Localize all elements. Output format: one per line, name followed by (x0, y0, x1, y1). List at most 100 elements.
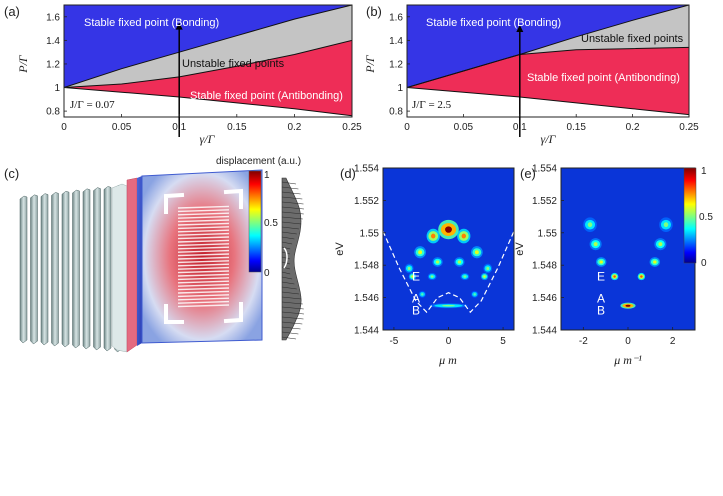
membrane-edge (137, 176, 142, 346)
spectrum-background-d (383, 168, 514, 330)
pc-line-12 (177, 246, 230, 250)
spot-core-d-9 (411, 275, 414, 278)
pc-line-16 (177, 260, 230, 264)
state-labels-e: EAB (597, 270, 605, 318)
profile-fin-4 (281, 201, 304, 205)
membrane-plate (141, 169, 263, 344)
profile-fin-6 (281, 211, 304, 215)
x-tick-label-e-0: -2 (579, 336, 588, 347)
spot-core-e-0 (587, 222, 593, 228)
boundary-middle-a (64, 39, 352, 88)
profile-fin-22 (281, 291, 300, 295)
panel-label-a: (a) (4, 4, 20, 19)
y-tick-label-d-4: 1.552 (354, 196, 379, 207)
state-label-d-b: B (412, 304, 420, 318)
profile-fin-23 (281, 296, 302, 300)
profile-fin-7 (281, 216, 303, 220)
x-tick-label-d-2: 5 (500, 336, 506, 347)
y-tick-label-e-1: 1.546 (532, 293, 557, 304)
mirror-slab-4 (61, 190, 70, 348)
pc-line-13 (177, 249, 230, 253)
xlabel-a: γ/Γ (200, 132, 216, 146)
spot-core-e-6 (613, 275, 616, 278)
label-antibonding-b: Stable fixed point (Antibonding) (527, 72, 680, 84)
y-tick-label-a-2: 1.2 (46, 59, 60, 70)
substrate-layer (126, 177, 138, 353)
xlabel-d: μ m (438, 353, 457, 367)
mirror-slab-7 (93, 187, 101, 351)
pc-line-19 (177, 270, 230, 274)
y-tick-label-e-5: 1.554 (532, 164, 557, 175)
mirror-slab-3 (51, 192, 59, 347)
dispersion-guide-d (383, 230, 514, 314)
colorbar-title-c: displacement (a.u.) (216, 156, 301, 167)
photonic-crystal-lines (177, 205, 230, 308)
profile-fin-24 (281, 301, 303, 305)
mirror-slab-0 (19, 195, 28, 344)
y-tick-label-b-1: 1 (397, 83, 403, 94)
profile-fin-19 (281, 276, 293, 280)
spot-core-d-12 (463, 275, 467, 278)
y-tick-label-b-4: 1.6 (389, 12, 403, 23)
y-tick-label-d-2: 1.548 (354, 261, 379, 272)
spot-core-e-2 (593, 242, 598, 247)
pc-line-7 (177, 229, 230, 233)
spot-core-d-10 (483, 275, 486, 278)
spot-core-d-15 (442, 304, 455, 307)
y-tick-label-d-5: 1.554 (354, 164, 379, 175)
pc-line-17 (177, 263, 230, 267)
pc-line-22 (177, 280, 230, 284)
state-labels-d: EAB (412, 270, 420, 318)
mirror-slab-6 (82, 188, 91, 350)
profile-fin-17 (281, 266, 291, 270)
x-tick-label-a-0: 0 (61, 122, 67, 133)
state-label-d-a: A (412, 291, 420, 305)
profile-fin-10 (281, 231, 297, 235)
profile-fin-18 (281, 271, 291, 275)
pc-line-2 (177, 212, 230, 216)
x-tick-label-d-1: 0 (446, 336, 452, 347)
pc-line-5 (177, 222, 230, 226)
mirror-slab-1 (30, 194, 38, 345)
profile-fin-26 (281, 311, 305, 315)
panel-label-e: (e) (520, 166, 536, 181)
pc-line-24 (177, 287, 230, 291)
spot-core-d-11 (430, 275, 434, 278)
region-antibonding-a (64, 40, 352, 116)
phase-diagram-b: Stable fixed point (Bonding) Unstable fi… (363, 4, 699, 146)
pc-line-29 (177, 304, 230, 308)
profile-fin-27 (281, 316, 304, 320)
spot-core-d-8 (457, 260, 462, 264)
y-tick-label-b-0: 0.8 (389, 107, 403, 118)
profile-fin-12 (281, 241, 293, 245)
spot-core-d-14 (473, 293, 476, 296)
label-bonding-b: Stable fixed point (Bonding) (426, 17, 561, 29)
xlabel-b: γ/Γ (541, 132, 557, 146)
ticks-b: 0 0.05 0.1 0.15 0.2 0.25 0.8 1 1.2 1.4 1.6 (389, 12, 699, 133)
y-tick-label-e-2: 1.548 (532, 261, 557, 272)
pc-line-23 (177, 283, 230, 287)
pc-line-18 (177, 266, 230, 270)
ylabel-e: eV (514, 242, 526, 256)
panel-label-c: (c) (4, 166, 19, 181)
xlabel-e: μ m⁻¹ (613, 353, 642, 367)
profile-fin-5 (281, 206, 305, 210)
profile-fin-31 (281, 336, 297, 340)
colorbar-tick-e-0: 0 (701, 258, 707, 269)
profile-fin-13 (281, 246, 291, 250)
profile-fin-3 (281, 196, 303, 200)
colorbar-tick-e-05: 0.5 (699, 212, 713, 223)
pc-line-8 (177, 232, 230, 236)
boundary-middle-b (407, 46, 689, 88)
spot-core-d-6 (486, 266, 490, 271)
pc-line-9 (177, 236, 230, 240)
x-tick-label-a-5: 0.25 (342, 122, 362, 133)
colorbar-e (683, 167, 697, 264)
y-tick-label-d-0: 1.544 (354, 326, 379, 337)
panel-label-d: (d) (340, 166, 356, 181)
x-tick-label-b-0: 0 (404, 122, 410, 133)
profile-fin-29 (281, 326, 301, 330)
profile-fin-25 (281, 306, 304, 310)
spectrum-d: -5 0 5 1.544 1.546 1.548 1.55 1.552 1.554 EAB eV… (334, 164, 515, 367)
state-label-e-e: E (597, 270, 605, 284)
